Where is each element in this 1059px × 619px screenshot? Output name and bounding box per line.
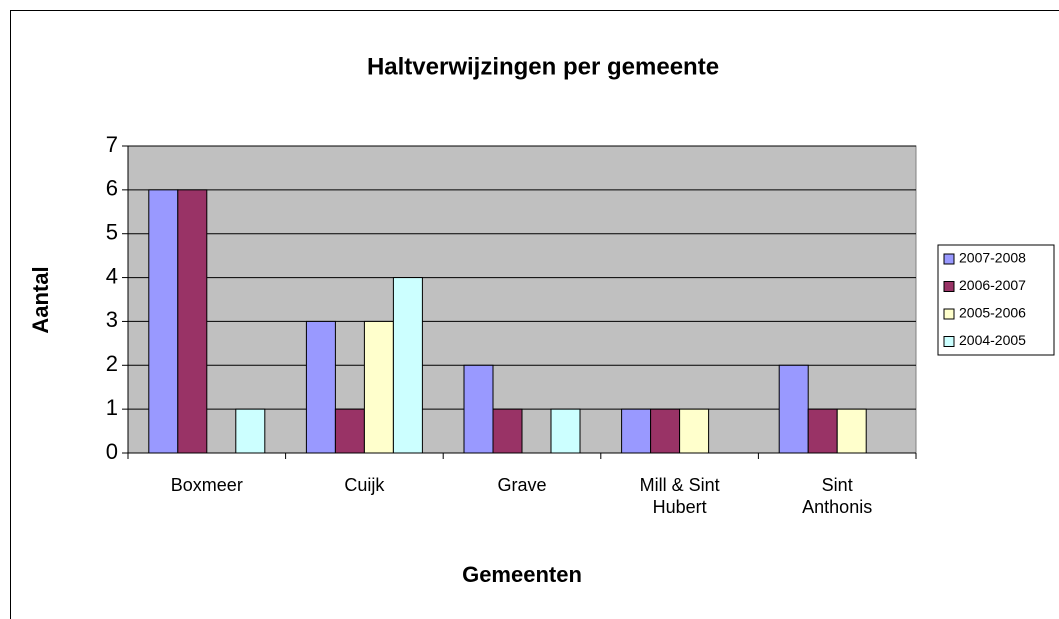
bar <box>807 408 838 454</box>
bar <box>550 408 581 454</box>
chart-title: Haltverwijzingen per gemeente <box>367 53 719 80</box>
legend-label: 2006-2007 <box>959 277 1026 293</box>
y-tick-label: 3 <box>106 307 118 332</box>
x-tick-label: Cuijk <box>344 475 385 495</box>
bar <box>778 364 809 454</box>
bar <box>334 408 365 454</box>
y-tick-label: 1 <box>106 395 118 420</box>
legend-label: 2005-2006 <box>959 305 1026 321</box>
legend-swatch <box>943 336 955 347</box>
y-tick-label: 2 <box>106 351 118 376</box>
x-tick-label: Boxmeer <box>170 475 243 495</box>
x-tick-label: Sint Anthonis <box>802 475 873 517</box>
x-axis-label: Gemeenten <box>462 562 582 587</box>
bar <box>621 408 652 454</box>
bar <box>836 408 867 454</box>
x-tick-label: Grave <box>497 475 547 495</box>
legend-swatch <box>943 308 955 320</box>
bar <box>492 408 523 454</box>
bar <box>679 408 710 454</box>
bar <box>363 320 394 454</box>
bar <box>392 277 423 454</box>
legend <box>937 244 1055 356</box>
bar <box>463 364 494 454</box>
y-tick-label: 7 <box>106 132 118 157</box>
y-tick-label: 4 <box>106 263 118 288</box>
legend-label: 2004-2005 <box>959 332 1026 348</box>
y-tick-label: 0 <box>106 439 118 464</box>
legend-swatch <box>943 281 955 292</box>
x-tick-label: Mill & Sint Hubert <box>639 475 720 517</box>
bar <box>235 408 266 454</box>
bar <box>650 408 681 454</box>
y-axis-label: Aantal <box>28 266 53 333</box>
bar <box>148 189 179 454</box>
legend-label: 2007-2008 <box>959 250 1026 266</box>
bar <box>305 320 336 454</box>
bar <box>177 189 208 454</box>
legend-swatch <box>943 253 955 265</box>
y-tick-label: 6 <box>106 176 118 201</box>
y-tick-label: 5 <box>106 220 118 245</box>
